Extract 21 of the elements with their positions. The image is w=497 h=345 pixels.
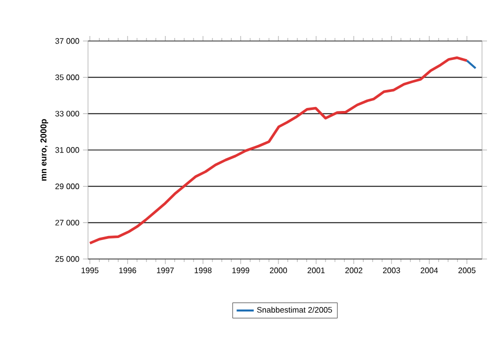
x-tick-label: 2003 — [383, 268, 400, 274]
x-tick-label: 2005 — [458, 268, 476, 274]
y-axis-title: mn euro, 2000p — [40, 119, 48, 181]
y-tick-label: 29 000 — [55, 184, 80, 190]
x-tick-label: 1999 — [232, 268, 250, 274]
y-tick-label: 31 000 — [55, 147, 80, 153]
x-tick-label: 2004 — [420, 268, 438, 274]
x-tick-label: 2002 — [345, 268, 362, 274]
line-series — [88, 56, 468, 244]
x-tick-label: 1995 — [82, 268, 98, 274]
x-tick-label: 2000 — [270, 268, 287, 274]
y-tick-label: 27 000 — [55, 220, 80, 226]
y-tick-label: 25 000 — [55, 256, 80, 262]
y-tick-label: 35 000 — [55, 74, 80, 80]
legend-label: Snabbestimat 2/2005 — [257, 306, 332, 313]
x-tick-label: 2001 — [308, 268, 325, 274]
x-tick-label: 1996 — [119, 268, 136, 274]
y-tick-label: 33 000 — [55, 110, 80, 116]
y-tick-label: 37 000 — [55, 38, 80, 44]
x-tick-label: 1997 — [157, 268, 174, 274]
x-tick-label: 1998 — [194, 268, 212, 274]
